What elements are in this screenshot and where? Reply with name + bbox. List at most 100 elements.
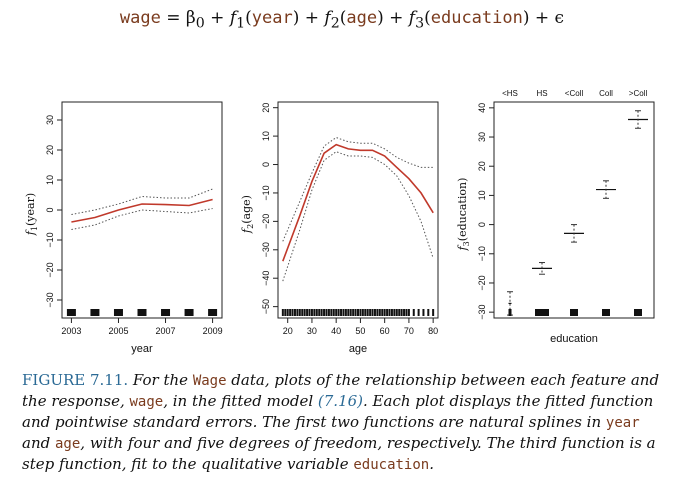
chart2-ytick-label: −40: [261, 271, 271, 286]
caption-text-3: , in the fitted model: [163, 392, 318, 410]
chart2-rug-mark: [432, 309, 435, 316]
chart2-rug-mark: [289, 309, 292, 316]
chart2-fit-line: [282, 143, 434, 262]
chart2-upper-band: [282, 136, 434, 242]
chart2-xtick-label: 80: [428, 326, 438, 336]
chart2-xtick-label: 50: [355, 326, 365, 336]
chart2-xtick-label: 40: [331, 326, 341, 336]
chart1-rug-mark: [66, 309, 76, 316]
chart2-ytick-label: −50: [261, 299, 271, 314]
chart3-category-label: <Coll: [565, 89, 584, 98]
eq-sub0: 0: [195, 15, 205, 32]
chart1-ytick-label: 10: [45, 175, 55, 185]
chart1-rug-mark: [184, 309, 194, 316]
chart1-ytick-label: 0: [45, 207, 55, 212]
chart3-ytick-label: 0: [477, 222, 487, 227]
chart2-ytick-label: −10: [261, 185, 271, 200]
eq-f1: + f: [204, 8, 237, 28]
chart2-rug-mark: [291, 309, 294, 316]
eq-education: education: [430, 8, 523, 28]
chart2-rug-mark: [301, 309, 304, 316]
chart2-rug-mark: [378, 309, 381, 316]
chart2-ytick-label: −30: [261, 242, 271, 257]
caption-code-wage-data: Wage: [192, 373, 227, 389]
caption-label: FIGURE 7.11.: [22, 371, 129, 389]
chart1-lower-band: [71, 208, 213, 230]
chart2-rug-mark: [422, 309, 425, 316]
chart3-ytick-label: −20: [477, 275, 487, 290]
caption-equation-ref[interactable]: (7.16): [317, 392, 364, 410]
chart2-rug-mark: [296, 309, 299, 316]
eq-year: year: [251, 8, 293, 28]
chart2-rug-mark: [284, 309, 287, 316]
chart3-ytick-label: 20: [477, 161, 487, 171]
chart2-xtick-label: 20: [283, 326, 293, 336]
chart2-rug-mark: [342, 309, 345, 316]
chart1-rug-mark: [90, 309, 100, 316]
chart1-rug-mark: [161, 309, 171, 316]
chart2-rug-mark: [318, 309, 321, 316]
chart2-rug-mark: [400, 309, 403, 316]
chart1-ytick-label: −10: [45, 232, 55, 247]
caption-code-wage: wage: [129, 394, 164, 410]
chart1-ylabel: f1(year): [24, 193, 39, 236]
chart3-ytick-label: −10: [477, 246, 487, 261]
eq-sub1: 1: [236, 15, 246, 32]
eq-wage: wage: [119, 8, 161, 28]
chart2-rug-mark: [359, 309, 362, 316]
chart2-rug-mark: [340, 309, 343, 316]
chart3-rug-mark: [570, 309, 578, 316]
chart3-category-label: <HS: [502, 89, 518, 98]
chart2-rug-mark: [293, 309, 296, 316]
chart2-rug-mark: [386, 309, 389, 316]
eq-epsilon: + ϵ: [529, 8, 565, 28]
chart3-ytick-label: −30: [477, 305, 487, 320]
chart2-rug-mark: [427, 309, 430, 316]
chart2-rug-mark: [366, 309, 369, 316]
chart2-rug-mark: [325, 309, 328, 316]
chart2-rug-mark: [381, 309, 384, 316]
chart2-rug-mark: [398, 309, 401, 316]
caption-code-education: education: [353, 457, 430, 473]
chart1-xtick-label: 2007: [156, 326, 176, 336]
chart2-rug-mark: [371, 309, 374, 316]
chart2-ylabel: f2(age): [240, 195, 255, 234]
model-equation: wage = β0 + f1(year) + f2(age) + f3(educ…: [119, 8, 565, 32]
chart3-frame: [493, 101, 655, 319]
chart2-rug-mark: [313, 309, 316, 316]
chart2-rug-mark: [308, 309, 311, 316]
chart1-ytick-label: −30: [45, 292, 55, 307]
chart2-rug-mark: [383, 309, 386, 316]
chart1-xtick-label: 2003: [61, 326, 81, 336]
caption-text-5: and: [22, 434, 55, 452]
eq-sub2: 2: [330, 15, 340, 32]
chart2-rug-mark: [364, 309, 367, 316]
chart2-ytick-label: 20: [261, 103, 271, 113]
chart2-rug-mark: [337, 309, 340, 316]
figure-caption: FIGURE 7.11. For the Wage data, plots of…: [22, 370, 662, 475]
chart2-ytick-label: 10: [261, 131, 271, 141]
chart2-rug-mark: [407, 309, 410, 316]
eq-age: age: [346, 8, 378, 28]
chart2-rug-mark: [352, 309, 355, 316]
chart1-xlabel: year: [131, 343, 153, 355]
chart2-rug-mark: [349, 309, 352, 316]
chart2-rug-mark: [323, 309, 326, 316]
caption-code-year: year: [605, 415, 640, 431]
chart2-xtick-label: 70: [404, 326, 414, 336]
chart2-rug-mark: [330, 309, 333, 316]
chart2-rug-mark: [315, 309, 318, 316]
caption-text-2: data, plots of the relationship between …: [22, 371, 660, 410]
chart2-rug-mark: [395, 309, 398, 316]
chart1-ytick-label: 20: [45, 145, 55, 155]
chart2-ytick-label: 0: [261, 162, 271, 167]
chart2-rug-mark: [332, 309, 335, 316]
chart2-rug-mark: [390, 309, 393, 316]
plots-area: −30 −20 −10 0 10 20 30 f1(year) 2003 2005 2007 2009…: [24, 89, 655, 355]
chart2-rug-mark: [298, 309, 301, 316]
chart1-rug-mark: [208, 309, 218, 316]
caption-text-1: For the: [128, 371, 193, 389]
chart2-rug-mark: [347, 309, 350, 316]
chart2-rug-mark: [412, 309, 415, 316]
chart1-upper-band: [71, 188, 213, 215]
